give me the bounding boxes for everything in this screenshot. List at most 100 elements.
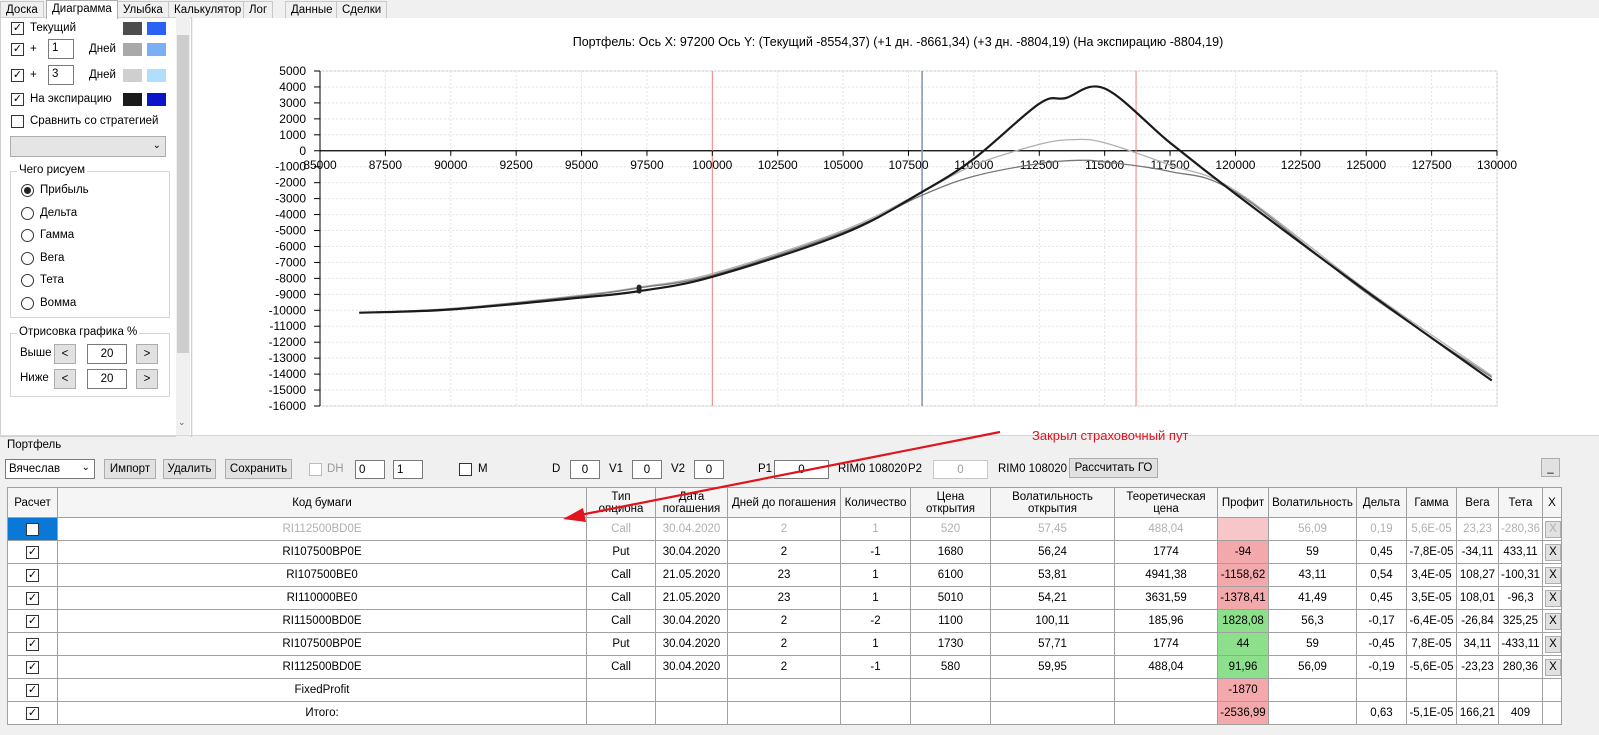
calc-checkbox[interactable]: ✓ bbox=[26, 568, 39, 582]
col-header[interactable]: Дней до погашения bbox=[727, 487, 841, 518]
col-header[interactable]: Гамма bbox=[1406, 487, 1457, 518]
remove-row-button[interactable]: X bbox=[1545, 543, 1561, 561]
plus3-color-2[interactable] bbox=[147, 69, 166, 82]
col-header[interactable]: Код бумаги bbox=[57, 487, 587, 518]
plus1-checkbox[interactable]: ✓ bbox=[11, 43, 24, 56]
table-row[interactable]: ✓ FixedProfit -1870 bbox=[7, 678, 1562, 702]
calc-checkbox[interactable] bbox=[26, 522, 39, 536]
current-color-1[interactable] bbox=[123, 22, 142, 35]
save-button[interactable]: Сохранить bbox=[225, 459, 292, 479]
radio-vomma[interactable] bbox=[21, 297, 34, 310]
above-value[interactable]: 20 bbox=[87, 344, 127, 364]
chevron-down-icon[interactable]: ⌄ bbox=[178, 417, 186, 427]
plus1-color-1[interactable] bbox=[123, 43, 142, 56]
calc-cell[interactable]: ✓ bbox=[7, 632, 58, 656]
calc-cell[interactable]: ✓ bbox=[7, 678, 58, 702]
current-checkbox[interactable]: ✓ bbox=[11, 22, 24, 35]
remove-row-button[interactable]: X bbox=[1545, 612, 1561, 630]
radio-theta[interactable] bbox=[21, 274, 34, 287]
table-row[interactable]: ✓ RI110000BE0 Call 21.05.2020 23 1 5010 54,21 36… bbox=[7, 586, 1562, 610]
below-decrease-button[interactable]: < bbox=[54, 369, 76, 389]
plus3-checkbox[interactable]: ✓ bbox=[11, 69, 24, 82]
v2-input[interactable]: 0 bbox=[694, 460, 724, 479]
table-row[interactable]: RI112500BD0E Call 30.04.2020 2 1 520 57,45 488,… bbox=[7, 517, 1562, 541]
dh-checkbox[interactable] bbox=[309, 463, 322, 476]
calc-cell[interactable]: ✓ bbox=[7, 655, 58, 679]
above-increase-button[interactable]: > bbox=[136, 344, 158, 364]
col-header[interactable]: Количество bbox=[840, 487, 911, 518]
table-row[interactable]: ✓ RI112500BD0E Call 30.04.2020 2 -1 580 59,95 48… bbox=[7, 655, 1562, 679]
calc-checkbox[interactable]: ✓ bbox=[26, 706, 39, 720]
compare-checkbox[interactable] bbox=[11, 115, 24, 128]
calc-checkbox[interactable]: ✓ bbox=[26, 614, 39, 628]
calc-go-button[interactable]: Рассчитать ГО bbox=[1069, 458, 1158, 478]
plus3-days-input[interactable]: 3 bbox=[48, 65, 74, 85]
below-value[interactable]: 20 bbox=[87, 369, 127, 389]
plus3-color-1[interactable] bbox=[123, 69, 142, 82]
m-checkbox[interactable] bbox=[459, 463, 472, 476]
calc-cell[interactable]: ✓ bbox=[7, 540, 58, 564]
calc-checkbox[interactable]: ✓ bbox=[26, 683, 39, 697]
calc-checkbox[interactable]: ✓ bbox=[26, 545, 39, 559]
calc-checkbox[interactable]: ✓ bbox=[26, 660, 39, 674]
calc-cell[interactable]: ✓ bbox=[7, 701, 58, 725]
minimize-button[interactable]: _ bbox=[1541, 458, 1560, 477]
col-header[interactable]: Дельта bbox=[1356, 487, 1407, 518]
col-header[interactable]: X bbox=[1542, 487, 1562, 518]
v1-input[interactable]: 0 bbox=[632, 460, 662, 479]
expiry-color-2[interactable] bbox=[147, 93, 166, 106]
tab-diagram[interactable]: Диаграмма bbox=[46, 0, 118, 19]
radio-delta[interactable] bbox=[21, 207, 34, 220]
above-decrease-button[interactable]: < bbox=[54, 344, 76, 364]
plus1-color-2[interactable] bbox=[147, 43, 166, 56]
table-row[interactable]: ✓ RI107500BE0 Call 21.05.2020 23 1 6100 53,81 49… bbox=[7, 563, 1562, 587]
col-header[interactable]: Расчет bbox=[7, 487, 58, 518]
col-header[interactable]: Вега bbox=[1456, 487, 1499, 518]
p1-input[interactable]: 0 bbox=[774, 460, 829, 479]
col-header[interactable]: Цена открытия bbox=[910, 487, 991, 518]
col-header[interactable]: Дата погашения bbox=[655, 487, 728, 518]
dh-stepper-2[interactable]: 1 bbox=[393, 460, 423, 479]
d-input[interactable]: 0 bbox=[570, 460, 600, 479]
plus1-days-input[interactable]: 1 bbox=[48, 39, 74, 59]
col-header[interactable]: Волатильность bbox=[1268, 487, 1357, 518]
table-row[interactable]: ✓ RI107500BP0E Put 30.04.2020 2 -1 1680 56,24 17… bbox=[7, 540, 1562, 564]
strategy-dropdown[interactable]: ⌄ bbox=[10, 136, 166, 157]
remove-row-button[interactable]: X bbox=[1545, 520, 1561, 538]
left-scrollbar[interactable]: ⌄ bbox=[176, 17, 190, 437]
col-header[interactable]: Волатильность открытия bbox=[990, 487, 1115, 518]
tab-data[interactable]: Данные bbox=[285, 1, 339, 18]
remove-row-button[interactable]: X bbox=[1545, 635, 1561, 653]
p2-input[interactable]: 0 bbox=[933, 460, 988, 479]
radio-profit[interactable] bbox=[21, 184, 34, 197]
tab-calculator[interactable]: Калькулятор bbox=[168, 1, 248, 18]
import-button[interactable]: Импорт bbox=[104, 459, 156, 479]
table-row[interactable]: ✓ Итого: -2536,99 0,63 -5,1E-05 166,21 409 bbox=[7, 701, 1562, 725]
calc-cell[interactable]: ✓ bbox=[7, 586, 58, 610]
col-header[interactable]: Тета bbox=[1498, 487, 1543, 518]
below-increase-button[interactable]: > bbox=[136, 369, 158, 389]
calc-cell[interactable]: ✓ bbox=[7, 609, 58, 633]
remove-row-button[interactable]: X bbox=[1545, 589, 1561, 607]
col-header[interactable]: Тип опциона bbox=[586, 487, 656, 518]
calc-cell[interactable] bbox=[7, 517, 58, 541]
scrollbar-thumb[interactable] bbox=[177, 35, 189, 353]
col-header[interactable]: Профит bbox=[1217, 487, 1269, 518]
table-row[interactable]: ✓ RI107500BP0E Put 30.04.2020 2 1 1730 57,71 177… bbox=[7, 632, 1562, 656]
calc-cell[interactable]: ✓ bbox=[7, 563, 58, 587]
current-color-2[interactable] bbox=[147, 22, 166, 35]
tab-board[interactable]: Доска bbox=[0, 1, 44, 18]
remove-row-button[interactable]: X bbox=[1545, 658, 1561, 676]
col-header[interactable]: Теоретическая цена bbox=[1114, 487, 1218, 518]
calc-checkbox[interactable]: ✓ bbox=[26, 591, 39, 605]
calc-checkbox[interactable]: ✓ bbox=[26, 637, 39, 651]
account-select[interactable]: Вячеслав ⌄ bbox=[5, 459, 95, 479]
table-row[interactable]: ✓ RI115000BD0E Call 30.04.2020 2 -2 1100 100,11… bbox=[7, 609, 1562, 633]
delete-button[interactable]: Удалить bbox=[163, 459, 216, 479]
dh-stepper-1[interactable]: 0 bbox=[355, 460, 385, 479]
radio-gamma[interactable] bbox=[21, 229, 34, 242]
tab-smile[interactable]: Улыбка bbox=[117, 1, 169, 18]
tab-deals[interactable]: Сделки bbox=[336, 1, 388, 18]
expiry-color-1[interactable] bbox=[123, 93, 142, 106]
expiry-checkbox[interactable]: ✓ bbox=[11, 93, 24, 106]
